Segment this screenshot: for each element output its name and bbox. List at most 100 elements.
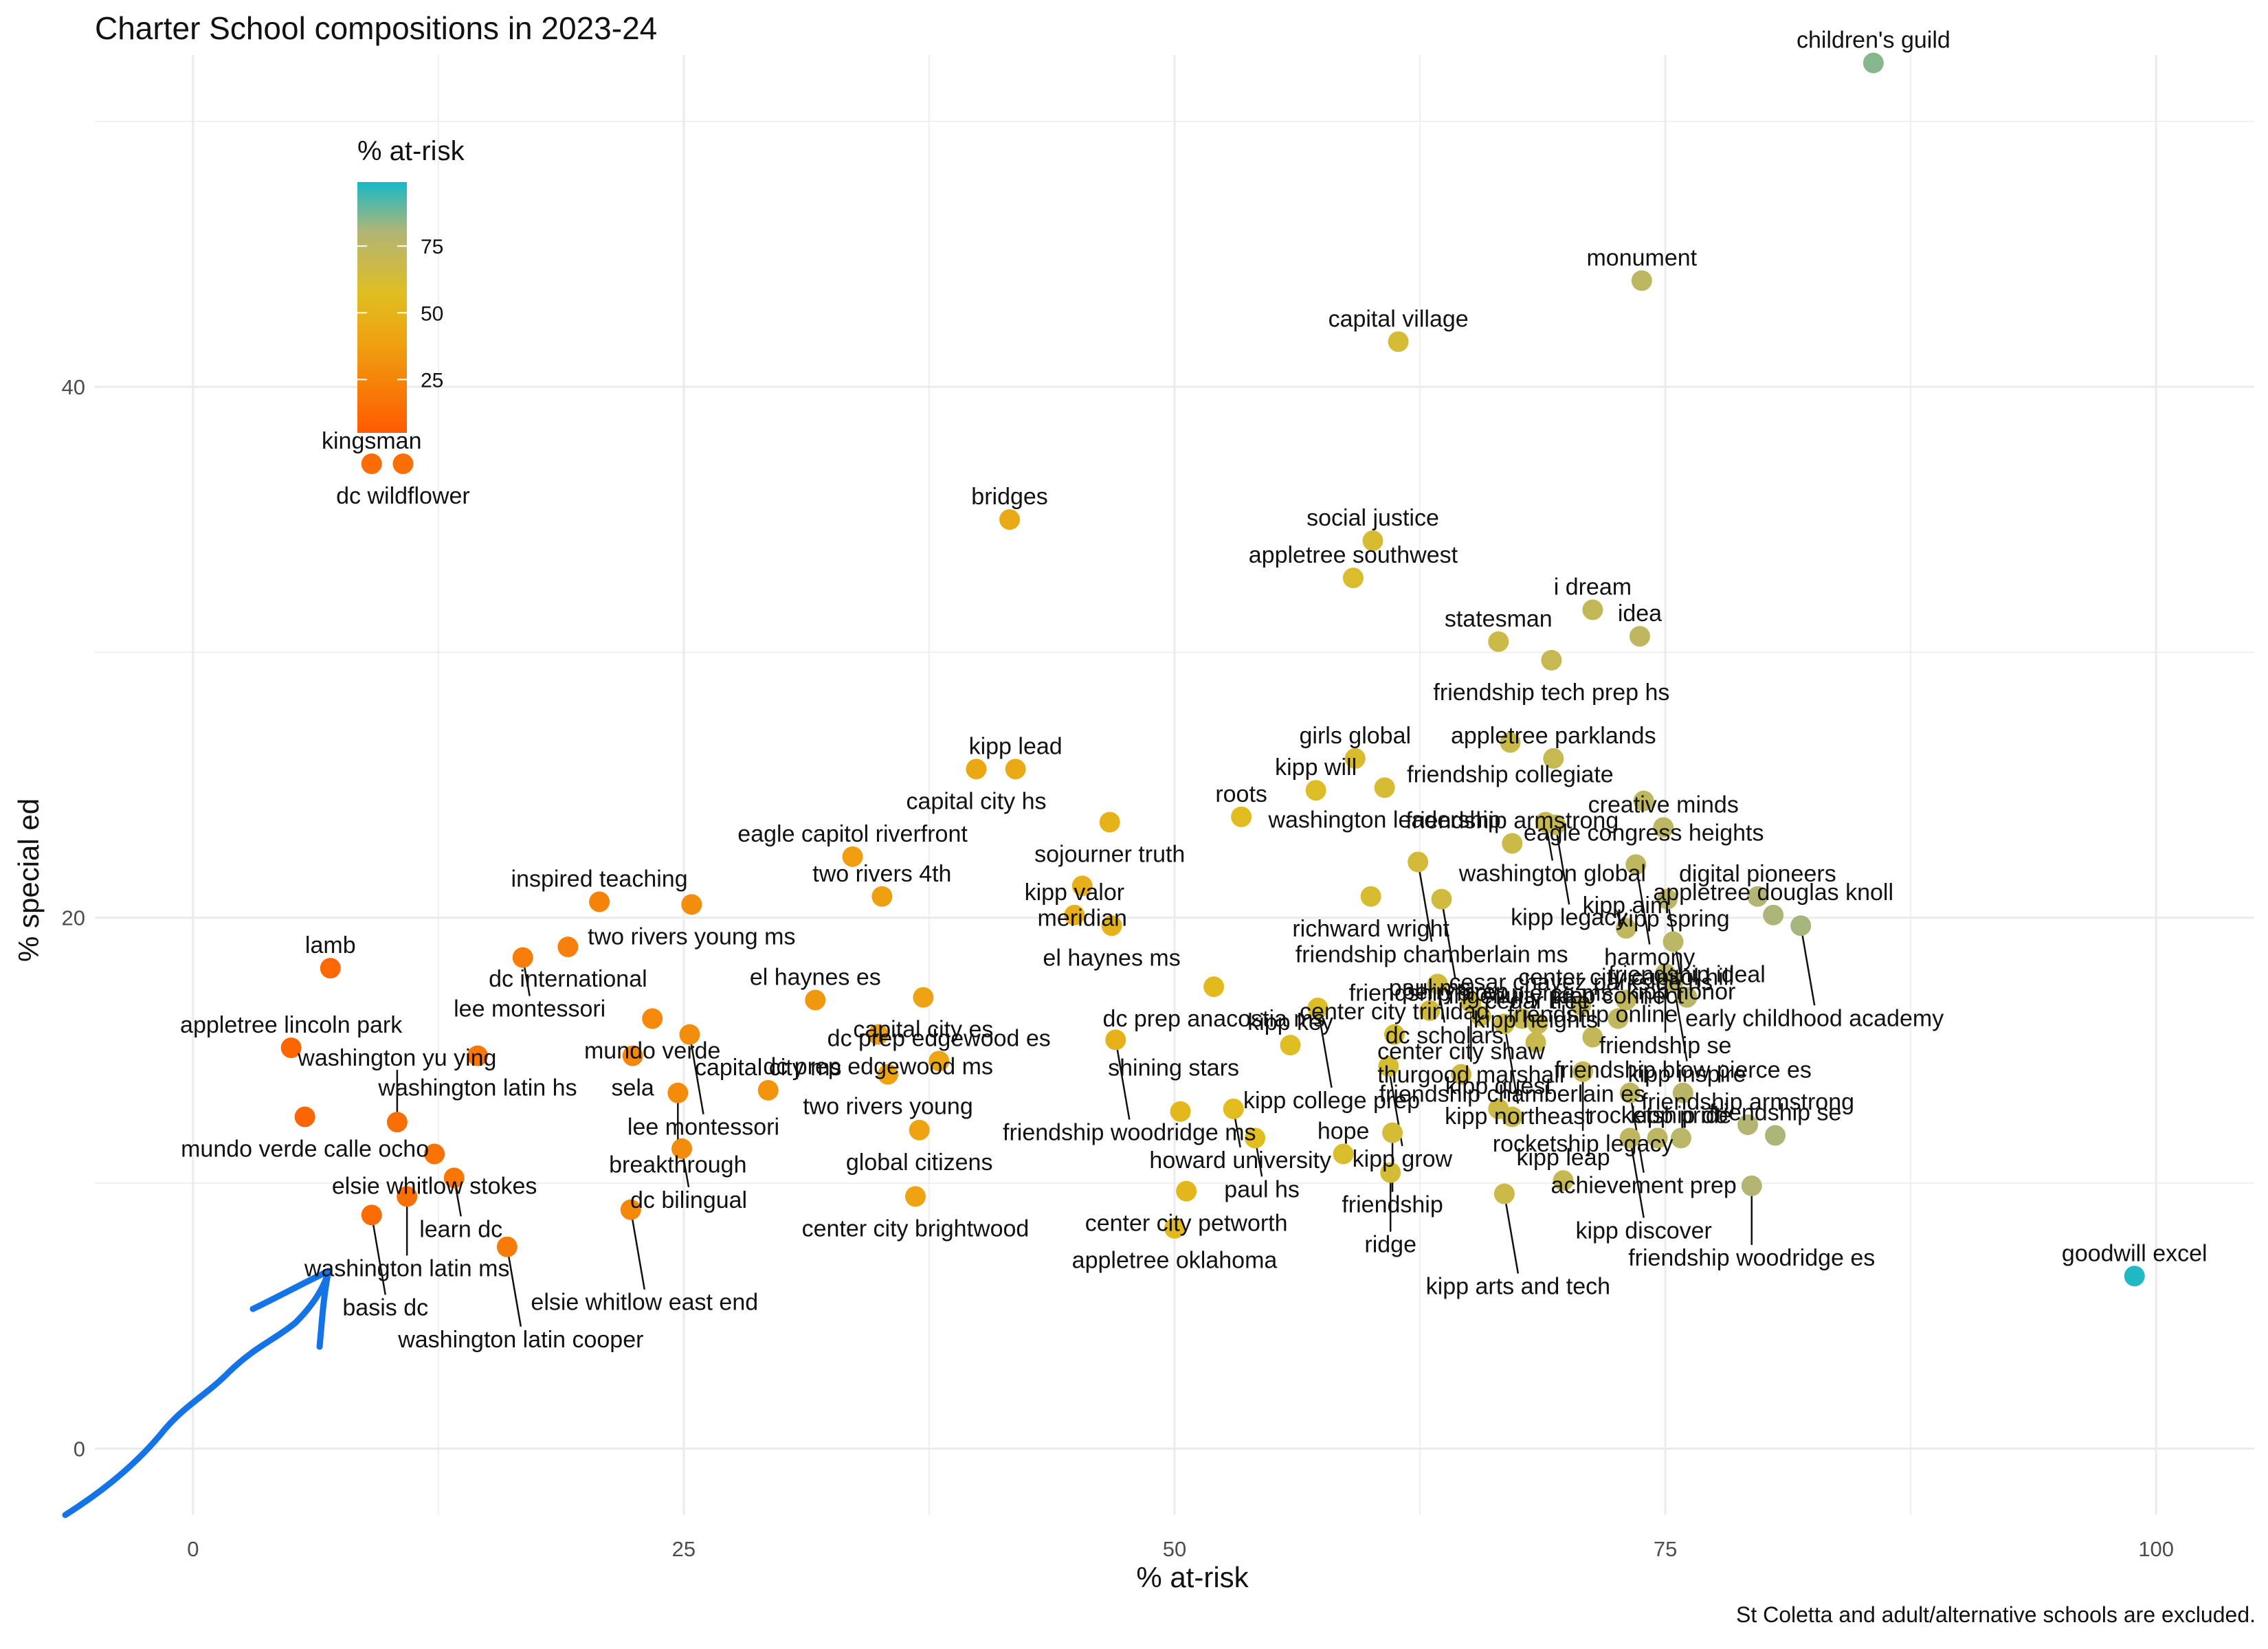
data-label: breakthrough	[609, 1152, 746, 1178]
data-point	[877, 1064, 898, 1085]
data-label: learn dc	[419, 1216, 502, 1242]
data-label: center city capitol hill	[1518, 964, 1734, 990]
data-point	[1307, 998, 1328, 1019]
label-leader-line	[1317, 1007, 1333, 1088]
data-point	[1663, 971, 1684, 992]
data-point	[1570, 995, 1592, 1016]
data-label: early childhood academy	[1685, 1005, 1944, 1031]
data-label: cedar tree	[1485, 988, 1590, 1014]
data-point	[392, 453, 414, 474]
data-label: inspired teaching	[511, 866, 688, 893]
data-point	[1670, 1128, 1691, 1149]
data-point	[1631, 270, 1652, 291]
data-point	[620, 1199, 641, 1220]
data-label: thurgood marshall	[1377, 1062, 1564, 1088]
data-point	[467, 1045, 488, 1066]
data-label: friendship	[1342, 1192, 1443, 1218]
data-point	[1863, 52, 1884, 74]
data-point	[320, 958, 341, 979]
data-point	[1280, 1035, 1301, 1056]
data-label: paul ms	[1389, 975, 1471, 1001]
chart-title: Charter School compositions in 2023-24	[95, 10, 658, 46]
x-tick-label: 0	[187, 1537, 199, 1561]
colorbar	[357, 182, 407, 433]
data-point	[1488, 631, 1509, 652]
data-point	[842, 846, 863, 867]
data-label: appletree douglas knoll	[1653, 879, 1893, 906]
data-label: appletree southwest	[1249, 542, 1458, 568]
data-point	[1099, 811, 1120, 833]
plot-grid	[95, 55, 2254, 1515]
data-point	[1541, 649, 1562, 671]
data-point	[1493, 1013, 1515, 1035]
data-label: friendship woodridge ms	[1003, 1119, 1256, 1145]
data-point	[642, 1008, 663, 1029]
data-point	[1176, 1180, 1197, 1202]
data-label: elsie whitlow stokes	[332, 1174, 537, 1200]
data-label: basis dc	[342, 1294, 428, 1321]
data-point	[1608, 1008, 1629, 1029]
data-label: kipp quest	[1445, 1073, 1553, 1099]
data-label: achievement prep	[1551, 1173, 1737, 1199]
data-point	[1064, 904, 1085, 926]
data-label: kipp northeast	[1445, 1103, 1592, 1130]
data-label: bridges	[971, 484, 1048, 510]
data-label: el haynes es	[750, 964, 881, 990]
data-label: harmony	[1604, 944, 1695, 970]
data-label: lee montessori	[454, 996, 605, 1022]
data-point	[1672, 1082, 1693, 1103]
data-point	[2124, 1266, 2145, 1287]
data-point	[1164, 1218, 1185, 1239]
data-label: rocketship legacy	[1493, 1131, 1674, 1157]
data-point	[1619, 1082, 1641, 1103]
data-point	[496, 1236, 518, 1257]
data-label: ridge	[1364, 1232, 1416, 1258]
data-point	[1408, 851, 1429, 873]
data-point	[1005, 759, 1026, 780]
data-label: dc wildflower	[336, 483, 470, 509]
legend-tick-label: 25	[421, 369, 443, 392]
y-tick-label: 40	[62, 375, 85, 399]
data-point	[424, 1143, 445, 1165]
data-label: washington global	[1458, 861, 1646, 887]
chart-caption: St Coletta and adult/alternative schools…	[1735, 1602, 2256, 1627]
data-label: hope	[1318, 1119, 1370, 1145]
data-label: capital village	[1328, 306, 1469, 332]
data-label: kipp key	[1247, 1009, 1333, 1035]
data-point	[1500, 732, 1521, 753]
data-point	[1374, 777, 1395, 798]
data-label: kipp aim	[1583, 893, 1670, 919]
data-label: global citizens	[846, 1149, 993, 1176]
data-label: shining stars	[1108, 1055, 1239, 1081]
data-label: kipp college prep	[1243, 1088, 1420, 1114]
data-label: dc scholars	[1386, 1022, 1504, 1048]
data-point	[1790, 915, 1812, 936]
data-label: kingsman	[322, 428, 422, 454]
data-label: friendship blow pierce es	[1555, 1057, 1812, 1084]
label-leader-line	[1503, 1193, 1520, 1274]
data-point	[589, 891, 610, 912]
data-label: roots	[1215, 781, 1267, 807]
data-point	[622, 1045, 643, 1066]
data-point	[1342, 568, 1364, 589]
data-label: kipp inspire	[1628, 1061, 1746, 1087]
data-point	[1382, 1122, 1403, 1143]
data-point	[1362, 530, 1383, 552]
data-label: friendship armstrong	[1405, 808, 1619, 834]
data-label: i dream	[1554, 574, 1632, 601]
data-point	[1629, 626, 1650, 647]
data-point	[1333, 1143, 1354, 1165]
x-axis-label: % at-risk	[1136, 1561, 1249, 1593]
data-point	[805, 989, 826, 1011]
data-point	[557, 936, 579, 958]
data-label: center city petworth	[1085, 1211, 1288, 1237]
legend-tick-label: 50	[421, 302, 443, 325]
data-label: social justice	[1307, 505, 1439, 531]
data-point	[1763, 904, 1784, 926]
data-point	[1765, 1125, 1786, 1146]
data-point	[1543, 748, 1564, 769]
data-label: cesar chavez parkside hs	[1449, 969, 1713, 996]
data-point	[1101, 915, 1122, 936]
data-label: el haynes ms	[1043, 945, 1180, 971]
data-label: appletree lincoln park	[180, 1012, 403, 1038]
